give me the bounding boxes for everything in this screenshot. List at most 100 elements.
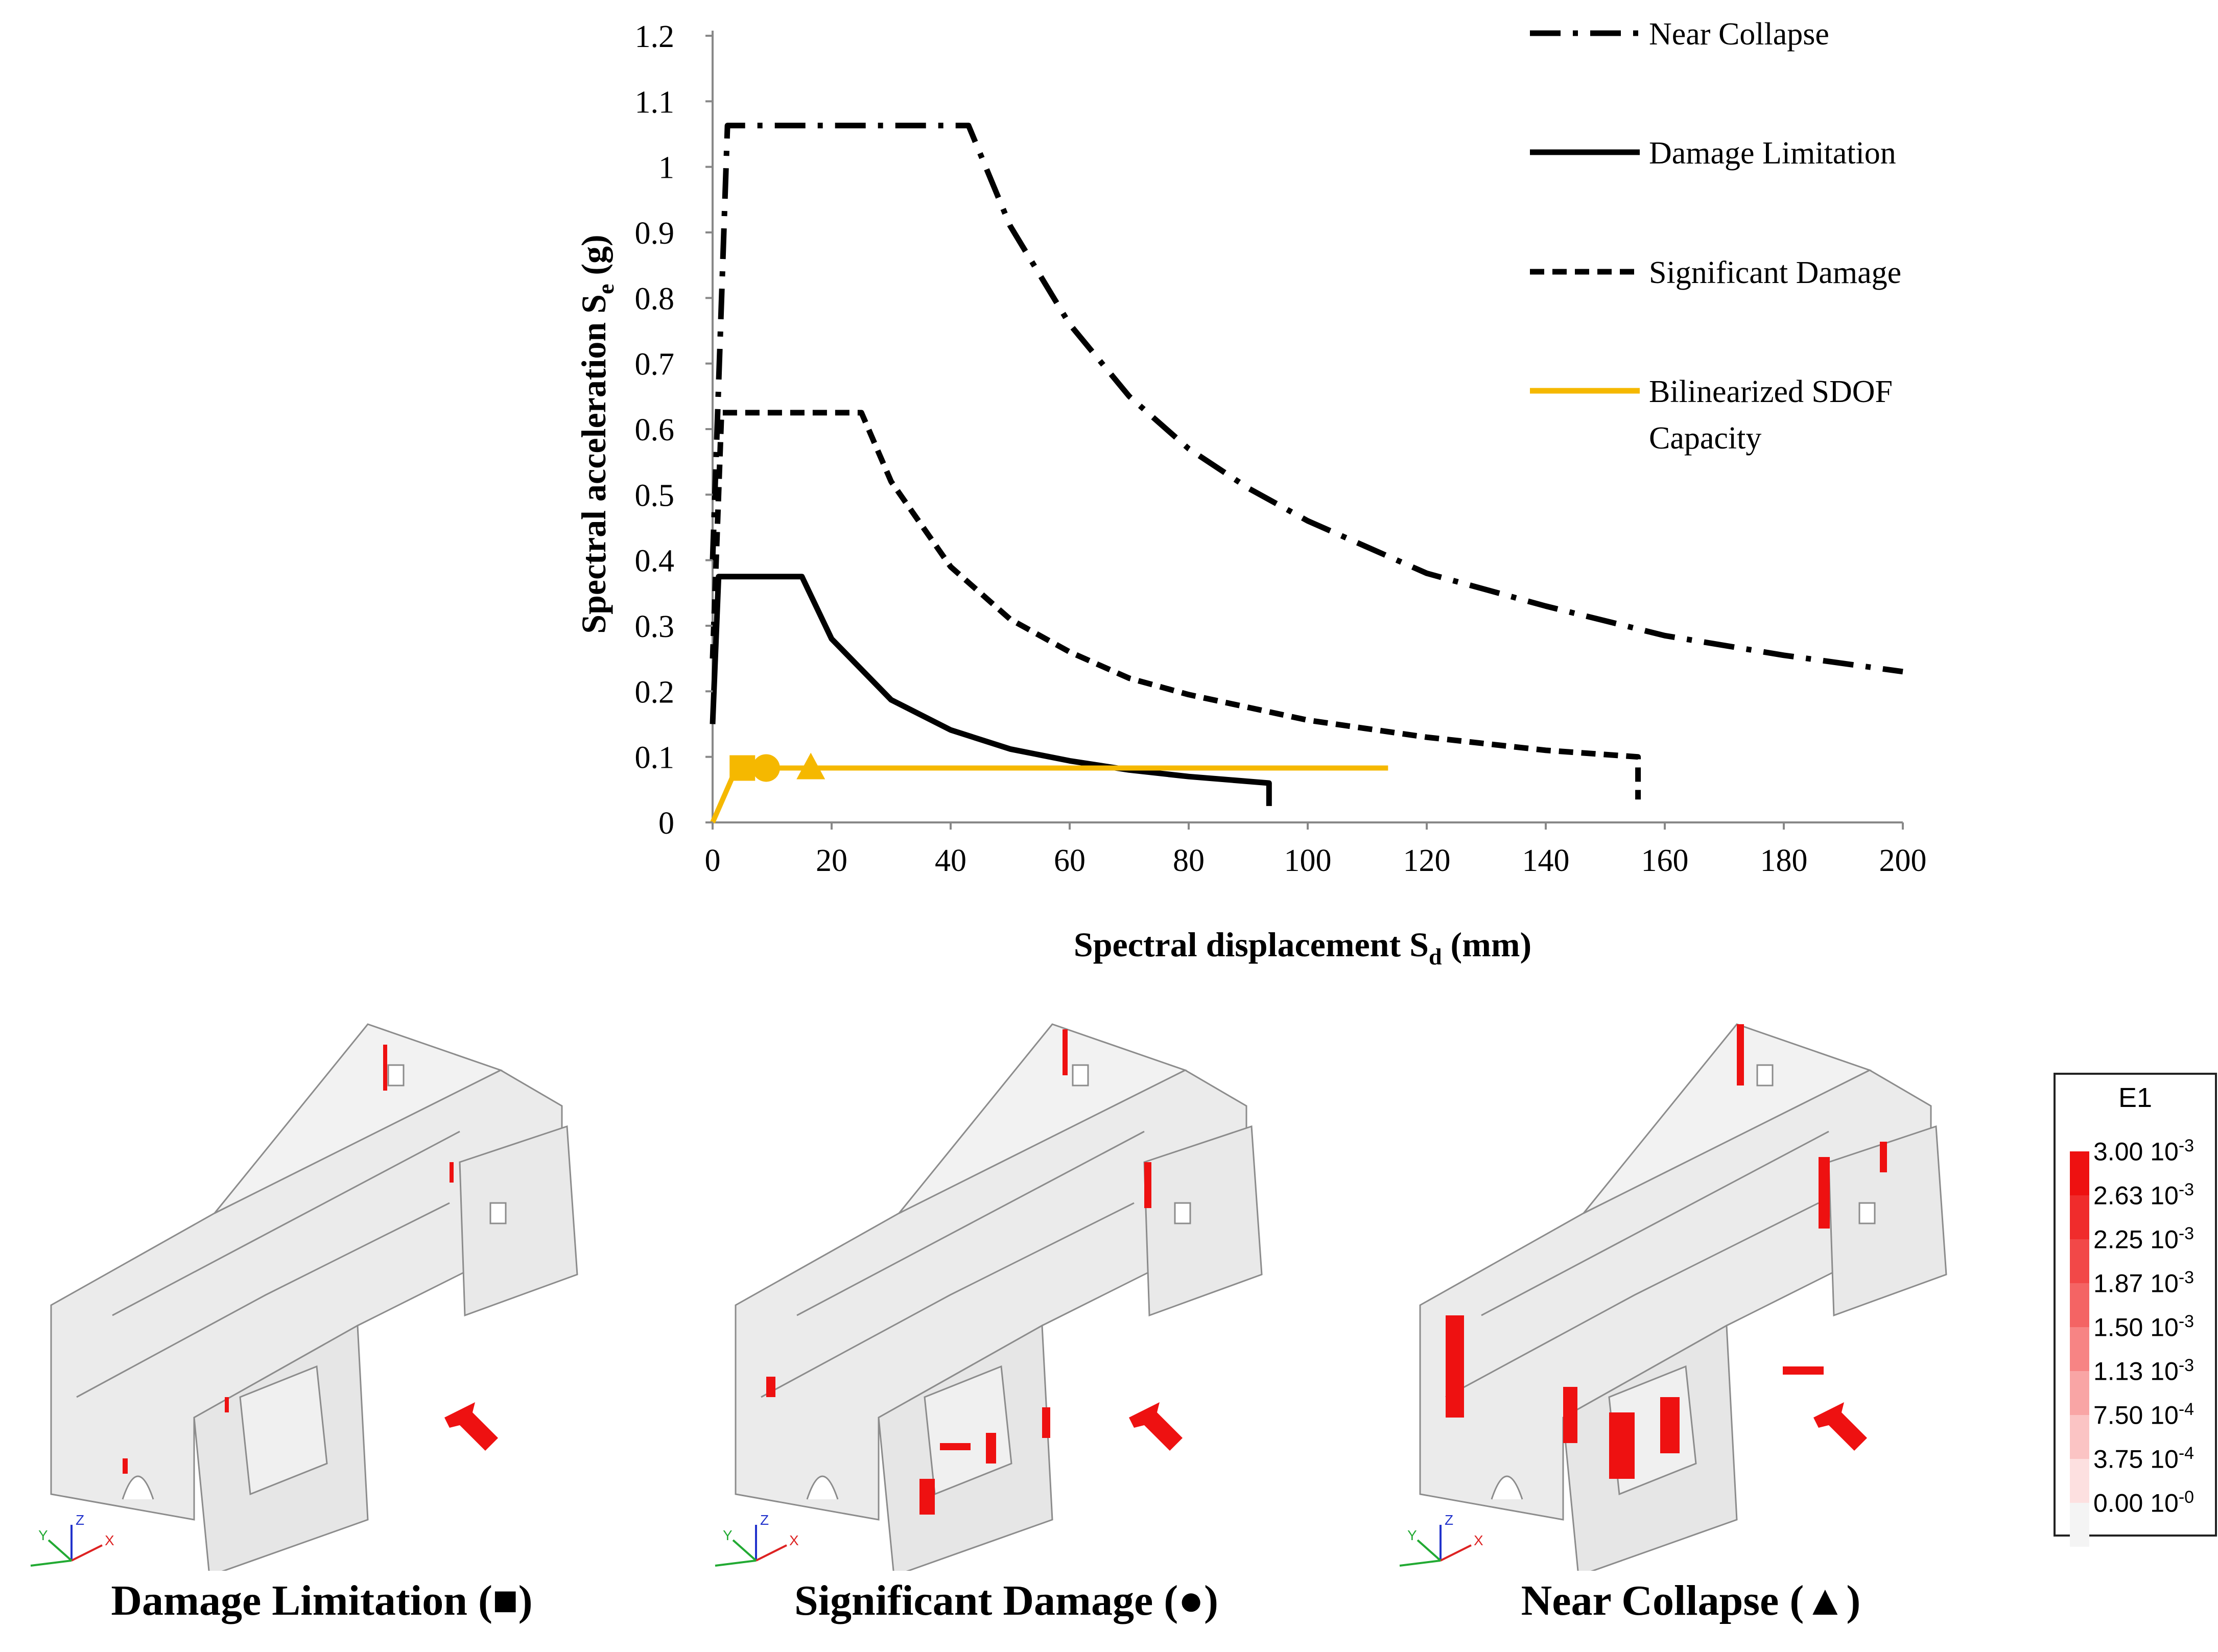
- axis-x-line: [756, 1544, 787, 1562]
- colorbar-swatch: [2070, 1459, 2089, 1503]
- y-tick-label: 0.6: [635, 413, 675, 447]
- building-window: [1858, 1202, 1876, 1224]
- colorbar-title: E1: [2118, 1082, 2153, 1113]
- colorbar-label: 2.25 10-3: [2093, 1224, 2194, 1255]
- building-model-render: Z X Y: [30, 1023, 578, 1577]
- colorbar-entry: 2.63 10-3: [2056, 1180, 2215, 1239]
- colorbar-exponent: -3: [2178, 1356, 2195, 1375]
- y-tick-label: 0.5: [635, 478, 675, 513]
- chart-markers: [729, 752, 825, 782]
- y-tick-label: 1.2: [635, 19, 675, 54]
- load-direction-arrow: [1813, 1402, 1867, 1451]
- colorbar-entry: 0.00 10-0: [2056, 1488, 2215, 1547]
- colorbar-label: 0.00 10-0: [2093, 1488, 2194, 1518]
- crack-mark: [1737, 1024, 1744, 1085]
- building-roof-line: [796, 1130, 1145, 1316]
- axis-y-label: Y: [723, 1527, 733, 1543]
- x-tick-label: 40: [935, 843, 966, 878]
- strain-colorbar: E1 3.00 10-3 2.63 10-3 2.25 10-3 1.87 10-3 1…: [2054, 1073, 2217, 1547]
- axis-z-label: Z: [760, 1512, 769, 1528]
- chart-ticks: 0 20 40 60 80 100 120 140 160 180 200 0 0.1 0.2 0.3 0.4…: [635, 19, 1927, 878]
- y-axis-title: Spectral acceleration Se (g): [574, 234, 619, 633]
- colorbar-exponent: -3: [2178, 1180, 2195, 1199]
- crack-mark: [1144, 1162, 1151, 1208]
- y-tick-label: 0.2: [635, 675, 675, 710]
- crack-mark: [1880, 1142, 1887, 1172]
- building-geometry: [1419, 1023, 1947, 1577]
- axis-z-label: Z: [76, 1512, 84, 1528]
- building-roof-line: [112, 1130, 460, 1316]
- axis-y2-line: [30, 1560, 72, 1567]
- y-tick-label: 0.3: [635, 609, 675, 644]
- colorbar-exponent: -0: [2178, 1488, 2195, 1507]
- panel-near-collapse: Z X Y Near Collapse (▲): [1369, 1009, 2013, 1624]
- series-line-damage-limitation: [710, 574, 1272, 806]
- x-tick-label: 120: [1403, 843, 1451, 878]
- panel-caption: Significant Damage (●): [794, 1577, 1218, 1624]
- y-tick-label: 0: [658, 806, 674, 841]
- axis-x-label: X: [1474, 1532, 1483, 1548]
- series-line-near-collapse: [710, 123, 1903, 675]
- colorbar-mantissa: 0.00 10: [2093, 1489, 2179, 1518]
- axis-y-line: [732, 1539, 757, 1562]
- legend-label-near-collapse: Near Collapse: [1649, 17, 1829, 52]
- x-tick-label: 0: [705, 843, 721, 878]
- colorbar-label: 1.13 10-3: [2093, 1356, 2194, 1386]
- building-apse-block: [1143, 1125, 1263, 1317]
- building-roof-line: [1481, 1130, 1829, 1316]
- axis-triad: Z X Y: [30, 1512, 114, 1567]
- load-direction-arrow: [444, 1402, 498, 1451]
- panel-caption: Damage Limitation (■): [111, 1577, 533, 1624]
- x-tick-label: 200: [1879, 843, 1927, 878]
- load-direction-arrow: [1129, 1402, 1183, 1451]
- colorbar-swatch: [2070, 1503, 2089, 1547]
- building-wall-line: [76, 1202, 450, 1398]
- axis-z-label: Z: [1445, 1512, 1453, 1528]
- x-tick-label: 180: [1760, 843, 1808, 878]
- crack-mark: [919, 1479, 935, 1515]
- y-tick-label: 0.9: [635, 216, 675, 251]
- legend-item-near-collapse: Near Collapse: [1530, 17, 1829, 52]
- x-tick-label: 60: [1054, 843, 1086, 878]
- colorbar-label: 1.87 10-3: [2093, 1268, 2194, 1299]
- colorbar-entry: 1.13 10-3: [2056, 1356, 2215, 1415]
- colorbar-swatch: [2070, 1239, 2089, 1283]
- chart-series: [710, 123, 1903, 824]
- crack-mark: [1609, 1412, 1635, 1479]
- colorbar-mantissa: 1.13 10: [2093, 1357, 2179, 1386]
- marker-triangle: [796, 752, 825, 780]
- axis-y-line: [48, 1539, 73, 1562]
- colorbar-label: 7.50 10-4: [2093, 1400, 2194, 1430]
- colorbar-swatch: [2070, 1327, 2089, 1371]
- x-tick-label: 160: [1641, 843, 1689, 878]
- colorbar-entry: 3.00 10-3: [2056, 1136, 2215, 1195]
- x-tick-label: 140: [1522, 843, 1570, 878]
- axis-x-line: [1440, 1544, 1472, 1562]
- colorbar-exponent: -3: [2178, 1136, 2195, 1155]
- series-line-significant-damage: [710, 410, 1641, 800]
- building-window: [1174, 1202, 1191, 1224]
- building-arch: [122, 1475, 154, 1500]
- building-gable: [898, 1023, 1187, 1214]
- legend-label-bilinearized-1: Bilinearized SDOF: [1649, 374, 1893, 409]
- building-arch: [1491, 1475, 1523, 1500]
- crack-mark: [450, 1162, 454, 1183]
- colorbar-swatch: [2070, 1371, 2089, 1415]
- axis-x-label: X: [789, 1532, 799, 1548]
- axis-triad: Z X Y: [1399, 1512, 1483, 1567]
- colorbar-mantissa: 1.87 10: [2093, 1269, 2179, 1298]
- legend-label-bilinearized-2: Capacity: [1649, 421, 1761, 456]
- crack-mark: [1063, 1029, 1068, 1075]
- building-window: [489, 1202, 507, 1224]
- colorbar-exponent: -4: [2178, 1400, 2195, 1419]
- building-apse-block: [459, 1125, 578, 1317]
- x-axis-title: Spectral displacement Sd (mm): [1074, 925, 1531, 970]
- building-gable: [1583, 1023, 1872, 1214]
- building-model-render: Z X Y: [1399, 1023, 1947, 1577]
- building-wall-line: [1445, 1202, 1819, 1398]
- legend: Near Collapse Damage Limitation Signific…: [1530, 17, 1901, 456]
- x-tick-label: 100: [1284, 843, 1332, 878]
- y-tick-label: 0.7: [635, 347, 675, 382]
- colorbar-mantissa: 2.63 10: [2093, 1181, 2179, 1210]
- colorbar-mantissa: 2.25 10: [2093, 1225, 2179, 1254]
